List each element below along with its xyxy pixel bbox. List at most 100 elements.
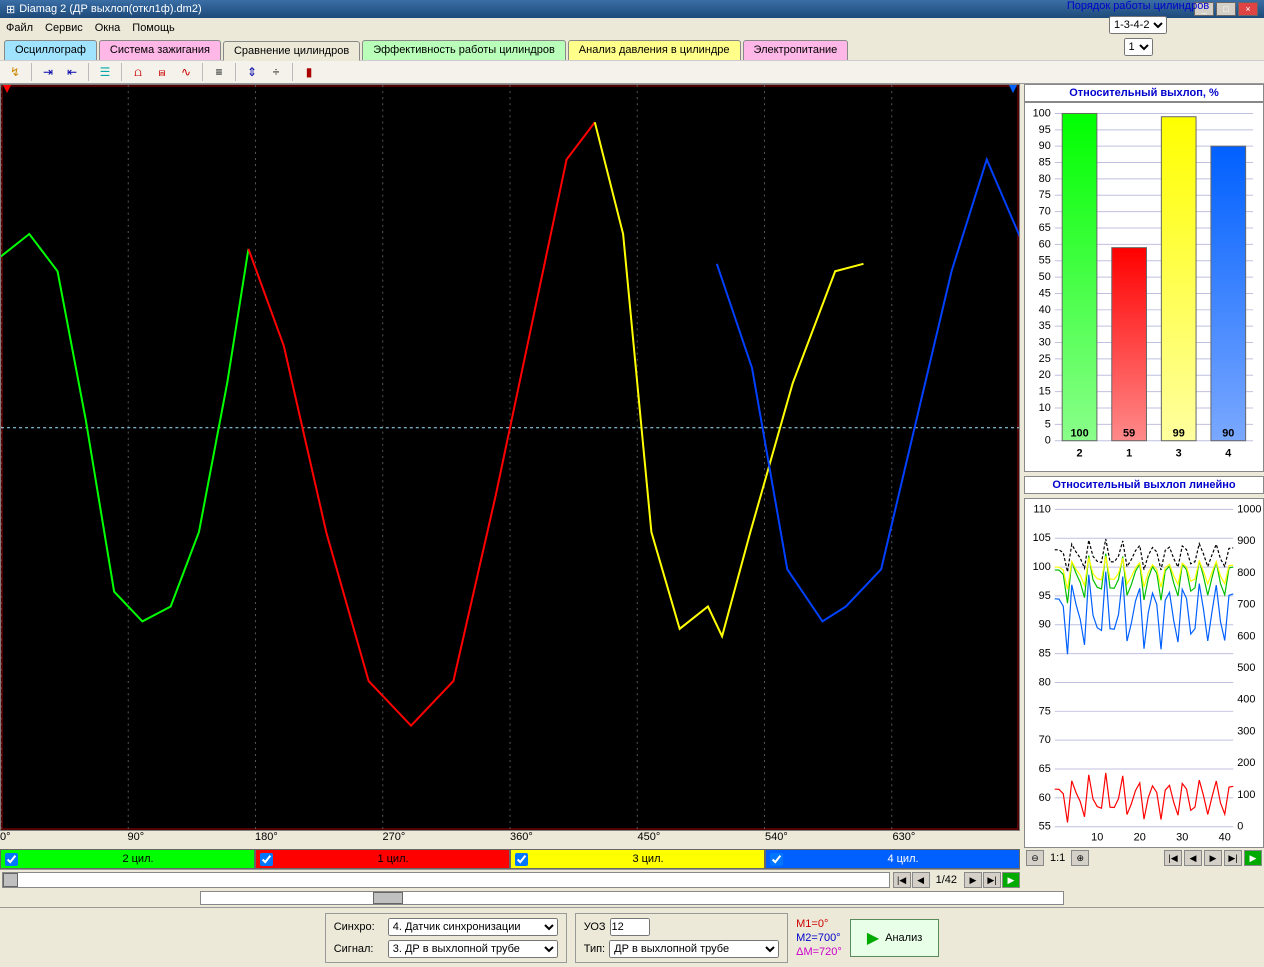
cyl-toggle-0[interactable]: 2 цил. [0, 849, 255, 869]
cyl-check-1[interactable] [260, 853, 273, 866]
analyze-button[interactable]: ▶ Анализ [850, 919, 939, 957]
svg-text:400: 400 [1237, 694, 1255, 706]
line-last[interactable]: ▶| [1224, 850, 1242, 866]
tab-3[interactable]: Эффективность работы цилиндров [362, 40, 566, 60]
svg-text:80: 80 [1039, 676, 1051, 688]
zoom-out[interactable]: ⊖ [1026, 850, 1044, 866]
svg-text:500: 500 [1237, 662, 1255, 674]
line-prev[interactable]: ◀ [1184, 850, 1202, 866]
signal-select[interactable]: 3. ДР в выхлопной трубе [388, 940, 558, 958]
tool-lines[interactable]: ≡ [208, 62, 230, 82]
signal-label: Сигнал: [334, 943, 384, 955]
tab-2[interactable]: Сравнение цилиндров [223, 41, 360, 61]
cyl-toggle-2[interactable]: 3 цил. [510, 849, 765, 869]
cyl-check-2[interactable] [515, 853, 528, 866]
sync-select[interactable]: 4. Датчик синхронизации [388, 918, 558, 936]
tool-bars[interactable]: ▮ [298, 62, 320, 82]
cyl-order-label: Порядок работы цилиндров [1067, 0, 1209, 12]
uoz-input[interactable] [610, 918, 650, 936]
tool-split[interactable]: ÷ [265, 62, 287, 82]
cyl-order-select[interactable]: 1-3-4-2 [1109, 16, 1167, 34]
cyl-toggle-3[interactable]: 4 цил. [765, 849, 1020, 869]
svg-text:1: 1 [1126, 448, 1132, 460]
tab-1[interactable]: Система зажигания [99, 40, 221, 60]
tool-wave2[interactable]: ⩎ [151, 62, 173, 82]
tool-wave3[interactable]: ∿ [175, 62, 197, 82]
svg-text:10: 10 [1039, 402, 1051, 414]
svg-text:40: 40 [1039, 304, 1051, 316]
menu-service[interactable]: Сервис [45, 22, 83, 34]
line-next[interactable]: ▶ [1204, 850, 1222, 866]
tab-4[interactable]: Анализ давления в цилиндре [568, 40, 741, 60]
cyl-toggle-1[interactable]: 1 цил. [255, 849, 510, 869]
menu-file[interactable]: Файл [6, 22, 33, 34]
type-select[interactable]: ДР в выхлопной трубе [609, 940, 779, 958]
tab-5[interactable]: Электропитание [743, 40, 849, 60]
sep-slider[interactable] [0, 889, 1264, 907]
zoom-in[interactable]: ⊕ [1071, 850, 1089, 866]
svg-text:45: 45 [1039, 287, 1051, 299]
nav-play[interactable]: ▶ [1002, 872, 1020, 888]
svg-text:70: 70 [1039, 206, 1051, 218]
marker-readout: М1=0° М2=700° ΔМ=720° [796, 917, 842, 959]
tool-zoom-v[interactable]: ⇤ [61, 62, 83, 82]
svg-text:900: 900 [1237, 535, 1255, 547]
type-label: Тип: [584, 943, 605, 955]
menu-windows[interactable]: Окна [95, 22, 121, 34]
svg-text:75: 75 [1039, 189, 1051, 201]
cyl-check-0[interactable] [5, 853, 18, 866]
svg-text:95: 95 [1039, 124, 1051, 136]
svg-text:3: 3 [1176, 448, 1182, 460]
svg-text:60: 60 [1039, 238, 1051, 250]
nav-last[interactable]: ▶| [983, 872, 1001, 888]
bar-panel-title: Относительный выхлоп, % [1024, 84, 1264, 102]
tool-filter[interactable]: ☰ [94, 62, 116, 82]
svg-text:100: 100 [1070, 428, 1088, 440]
svg-text:2: 2 [1077, 448, 1083, 460]
svg-text:0: 0 [1237, 821, 1243, 833]
line-first[interactable]: |◀ [1164, 850, 1182, 866]
svg-text:50: 50 [1039, 271, 1051, 283]
m2: М2=700° [796, 931, 842, 945]
line-chart: 5560657075808590951001051100100200300400… [1024, 498, 1264, 848]
svg-text:15: 15 [1039, 386, 1051, 398]
cyl-count-select[interactable]: 1 [1124, 38, 1153, 56]
svg-text:40: 40 [1219, 832, 1231, 844]
tool-wave1[interactable]: ⩍ [127, 62, 149, 82]
nav-next[interactable]: ▶ [964, 872, 982, 888]
svg-text:1000: 1000 [1237, 503, 1261, 515]
svg-text:95: 95 [1039, 590, 1051, 602]
wave-x-axis: 0°90°180°270°360°450°540°630° [0, 831, 1020, 849]
tool-zoom-h[interactable]: ⇥ [37, 62, 59, 82]
line-play[interactable]: ▶ [1244, 850, 1262, 866]
nav-first[interactable]: |◀ [893, 872, 911, 888]
svg-text:105: 105 [1033, 532, 1051, 544]
tool-expand[interactable]: ⇕ [241, 62, 263, 82]
svg-text:85: 85 [1039, 157, 1051, 169]
tab-0[interactable]: Осциллограф [4, 40, 97, 60]
tool-cursor[interactable]: ↯ [4, 62, 26, 82]
bottom-controls: Синхро: 4. Датчик синхронизации Сигнал: … [0, 907, 1264, 967]
svg-text:100: 100 [1237, 789, 1255, 801]
zoom-nav: ⊖ 1:1 ⊕ |◀ ◀ ▶ ▶| ▶ [1024, 848, 1264, 868]
svg-text:0: 0 [1045, 435, 1051, 447]
frame-slider[interactable] [2, 872, 890, 888]
frame-nav: |◀ ◀ 1/42 ▶ ▶| ▶ [0, 869, 1020, 889]
cyl-check-3[interactable] [770, 853, 783, 866]
uoz-label: УОЗ [584, 921, 606, 933]
svg-text:4: 4 [1225, 448, 1231, 460]
svg-text:200: 200 [1237, 757, 1255, 769]
window-title: Diamag 2 (ДР выхлоп(откл1ф).dm2) [19, 3, 201, 15]
svg-text:99: 99 [1173, 428, 1185, 440]
menu-help[interactable]: Помощь [132, 22, 175, 34]
svg-text:55: 55 [1039, 821, 1051, 833]
svg-text:90: 90 [1222, 428, 1234, 440]
cylinder-row: 2 цил.1 цил.3 цил.4 цил. [0, 849, 1020, 869]
svg-text:30: 30 [1176, 832, 1188, 844]
bar-chart: 0510152025303540455055606570758085909510… [1024, 102, 1264, 472]
svg-text:65: 65 [1039, 763, 1051, 775]
svg-text:800: 800 [1237, 567, 1255, 579]
nav-prev[interactable]: ◀ [912, 872, 930, 888]
svg-text:35: 35 [1039, 320, 1051, 332]
wave-plot[interactable]: 0 [0, 84, 1020, 831]
